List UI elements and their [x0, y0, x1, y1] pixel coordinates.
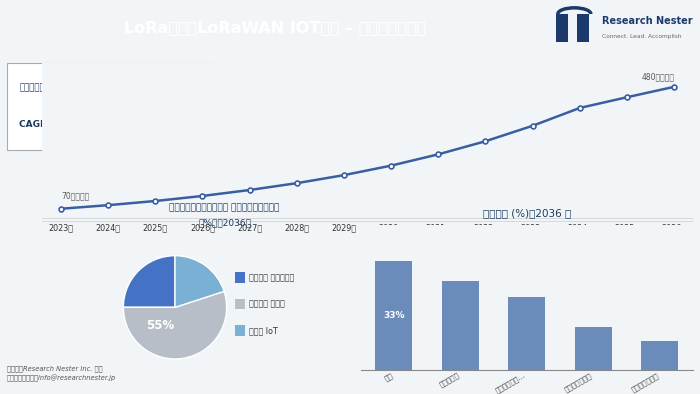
Text: ソース：Research Nester Inc. 分析
詳細については：info@researchnester.jp: ソース：Research Nester Inc. 分析 詳細については：info…	[7, 365, 116, 382]
Text: 33%: 33%	[383, 311, 405, 320]
Bar	[234, 325, 244, 336]
Wedge shape	[175, 256, 224, 307]
Wedge shape	[123, 292, 227, 359]
Text: 55%: 55%	[146, 320, 174, 333]
Text: 480億米ドル: 480億米ドル	[641, 72, 674, 82]
Bar	[575, 327, 612, 370]
Text: 市場価値　（10億米ドル）: 市場価値 （10億米ドル）	[20, 83, 87, 92]
Text: LoRaおよびLoRaWAN IOT市場 – レポートの洞察: LoRaおよびLoRaWAN IOT市場 – レポートの洞察	[124, 20, 426, 35]
Bar	[234, 299, 244, 309]
Bar	[375, 261, 412, 370]
Text: スマート シティ: スマート シティ	[249, 299, 285, 309]
FancyBboxPatch shape	[7, 63, 214, 150]
Text: スマート ヘルスケア: スマート ヘルスケア	[249, 273, 295, 282]
Text: CAGR%  -37%　（2024－2036年）: CAGR% -37% （2024－2036年）	[20, 119, 164, 128]
Bar	[442, 281, 479, 370]
Text: （%）、2036年: （%）、2036年	[198, 218, 251, 227]
Text: 産業用 IoT: 産業用 IoT	[249, 326, 278, 335]
Text: Connect. Lead. Accomplish: Connect. Lead. Accomplish	[602, 34, 682, 39]
FancyBboxPatch shape	[577, 14, 589, 42]
Text: Research Nester: Research Nester	[602, 16, 693, 26]
Text: 市場セグメンテーション ーアプリケーション: 市場セグメンテーション ーアプリケーション	[169, 204, 280, 212]
FancyBboxPatch shape	[556, 14, 568, 42]
Bar	[234, 272, 244, 283]
Title: 地域分析 (%)、2036 年: 地域分析 (%)、2036 年	[482, 208, 571, 218]
Text: 70億米ドル: 70億米ドル	[62, 191, 90, 201]
Bar	[508, 297, 545, 370]
Wedge shape	[123, 256, 175, 307]
Bar	[641, 340, 678, 370]
